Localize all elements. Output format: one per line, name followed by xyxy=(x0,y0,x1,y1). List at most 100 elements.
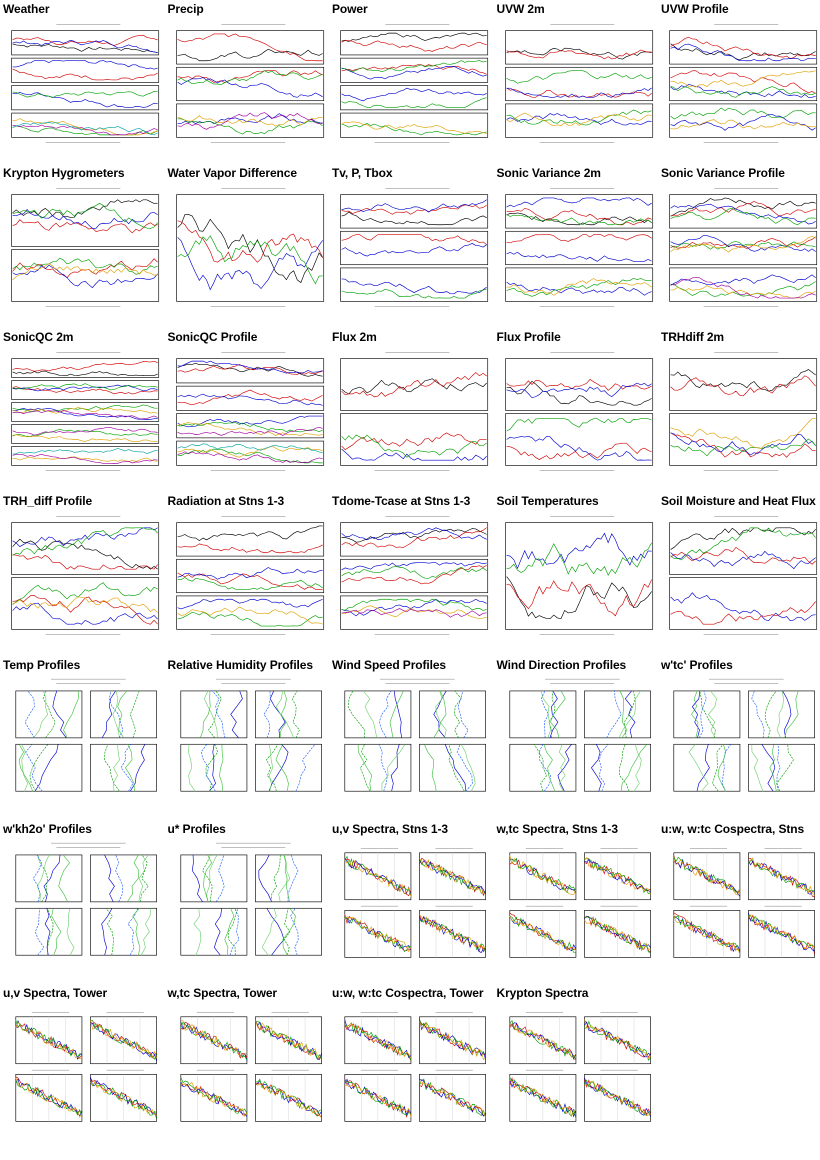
plot-link-24[interactable]: Wind Direction Profiles xyxy=(496,658,657,808)
plot-thumbnail-image[interactable] xyxy=(496,20,657,148)
plot-link-16[interactable]: TRH_diff Profile xyxy=(3,494,163,644)
plot-thumbnail-image[interactable] xyxy=(3,184,163,312)
plot-link-1[interactable]: Weather xyxy=(3,2,163,152)
plot-link-21[interactable]: Temp Profiles xyxy=(3,658,163,808)
plot-title: Flux 2m xyxy=(332,330,377,344)
plot-thumbnail-image[interactable] xyxy=(167,840,328,968)
plot-title: Relative Humidity Profiles xyxy=(167,658,314,672)
plot-title: w,tc Spectra, Tower xyxy=(167,986,278,1000)
plot-title: u,v Spectra, Stns 1-3 xyxy=(332,822,448,836)
plot-thumbnail-image[interactable] xyxy=(3,840,163,968)
plot-thumbnail-image[interactable] xyxy=(332,184,492,312)
plot-title: SonicQC Profile xyxy=(167,330,258,344)
plot-title: Weather xyxy=(3,2,50,16)
plot-link-27[interactable]: u* Profiles xyxy=(167,822,328,972)
plot-link-33[interactable]: u:w, w:tc Cospectra, Tower xyxy=(332,986,492,1136)
plot-thumbnail-image[interactable] xyxy=(332,1004,492,1132)
plot-title: Flux Profile xyxy=(496,330,561,344)
plot-link-25[interactable]: w'tc' Profiles xyxy=(661,658,820,808)
plot-thumbnail-image[interactable] xyxy=(167,512,328,640)
plot-title: u:w, w:tc Cospectra, Stns xyxy=(661,822,805,836)
plot-link-4[interactable]: UVW 2m xyxy=(496,2,657,152)
plot-thumbnail-image[interactable] xyxy=(3,20,163,148)
plot-title: Tv, P, Tbox xyxy=(332,166,393,180)
plot-title: w'kh2o' Profiles xyxy=(3,822,92,836)
plot-link-3[interactable]: Power xyxy=(332,2,492,152)
plot-thumbnail-image[interactable] xyxy=(661,840,820,968)
plot-link-14[interactable]: Flux Profile xyxy=(496,330,657,480)
plot-thumbnail-image[interactable] xyxy=(496,184,657,312)
plot-link-7[interactable]: Water Vapor Difference xyxy=(167,166,328,316)
plot-link-6[interactable]: Krypton Hygrometers xyxy=(3,166,163,316)
plot-link-19[interactable]: Soil Temperatures xyxy=(496,494,657,644)
plot-title: Power xyxy=(332,2,368,16)
plot-thumbnail-image[interactable] xyxy=(332,840,492,968)
plot-title: Wind Speed Profiles xyxy=(332,658,447,672)
plot-title: Water Vapor Difference xyxy=(167,166,298,180)
plot-link-2[interactable]: Precip xyxy=(167,2,328,152)
plot-thumbnail-image[interactable] xyxy=(496,1004,657,1132)
plot-thumbnail-image[interactable] xyxy=(661,512,820,640)
plot-thumbnail-image[interactable] xyxy=(332,676,492,804)
plot-link-10[interactable]: Sonic Variance Profile xyxy=(661,166,820,316)
plot-thumbnail-image[interactable] xyxy=(332,512,492,640)
plot-thumbnail-image[interactable] xyxy=(167,676,328,804)
plot-link-31[interactable]: u,v Spectra, Tower xyxy=(3,986,163,1136)
plot-thumbnail-image[interactable] xyxy=(3,1004,163,1132)
plot-thumbnail-image[interactable] xyxy=(167,184,328,312)
plot-title: TRH_diff Profile xyxy=(3,494,93,508)
plot-link-26[interactable]: w'kh2o' Profiles xyxy=(3,822,163,972)
plot-link-17[interactable]: Radiation at Stns 1-3 xyxy=(167,494,328,644)
plot-title: Sonic Variance 2m xyxy=(496,166,601,180)
plot-thumbnail-image[interactable] xyxy=(332,348,492,476)
plot-thumbnail-image[interactable] xyxy=(3,676,163,804)
plot-title: Soil Moisture and Heat Flux xyxy=(661,494,816,508)
plot-link-23[interactable]: Wind Speed Profiles xyxy=(332,658,492,808)
plot-link-11[interactable]: SonicQC 2m xyxy=(3,330,163,480)
plot-link-15[interactable]: TRHdiff 2m xyxy=(661,330,820,480)
plot-link-30[interactable]: u:w, w:tc Cospectra, Stns xyxy=(661,822,820,972)
plot-title: Krypton Spectra xyxy=(496,986,589,1000)
plot-thumbnail-image[interactable] xyxy=(661,676,820,804)
plot-link-13[interactable]: Flux 2m xyxy=(332,330,492,480)
plot-title: TRHdiff 2m xyxy=(661,330,724,344)
plot-title: u,v Spectra, Tower xyxy=(3,986,108,1000)
plot-thumbnail-image[interactable] xyxy=(167,20,328,148)
plot-thumbnail-image[interactable] xyxy=(496,840,657,968)
plot-link-18[interactable]: Tdome-Tcase at Stns 1-3 xyxy=(332,494,492,644)
plot-link-5[interactable]: UVW Profile xyxy=(661,2,820,152)
plot-thumbnail-image[interactable] xyxy=(496,676,657,804)
plot-link-22[interactable]: Relative Humidity Profiles xyxy=(167,658,328,808)
plot-thumbnail-image[interactable] xyxy=(3,348,163,476)
plot-title: Soil Temperatures xyxy=(496,494,599,508)
plot-thumbnail-image[interactable] xyxy=(3,512,163,640)
plot-thumbnail-image[interactable] xyxy=(661,348,820,476)
plot-link-9[interactable]: Sonic Variance 2m xyxy=(496,166,657,316)
plot-link-28[interactable]: u,v Spectra, Stns 1-3 xyxy=(332,822,492,972)
plot-title: UVW Profile xyxy=(661,2,729,16)
plot-thumbnail-image[interactable] xyxy=(496,512,657,640)
plot-link-32[interactable]: w,tc Spectra, Tower xyxy=(167,986,328,1136)
plot-thumbnail-image[interactable] xyxy=(167,348,328,476)
plot-title: w,tc Spectra, Stns 1-3 xyxy=(496,822,619,836)
plot-title: Krypton Hygrometers xyxy=(3,166,125,180)
plot-title: u* Profiles xyxy=(167,822,226,836)
plot-thumbnail-image[interactable] xyxy=(496,348,657,476)
plot-title: Temp Profiles xyxy=(3,658,81,672)
plot-link-20[interactable]: Soil Moisture and Heat Flux xyxy=(661,494,820,644)
plot-title: Tdome-Tcase at Stns 1-3 xyxy=(332,494,471,508)
plot-thumbnail-image[interactable] xyxy=(167,1004,328,1132)
plot-title: UVW 2m xyxy=(496,2,545,16)
plot-link-34[interactable]: Krypton Spectra xyxy=(496,986,657,1136)
plot-link-29[interactable]: w,tc Spectra, Stns 1-3 xyxy=(496,822,657,972)
plot-title: Radiation at Stns 1-3 xyxy=(167,494,285,508)
plot-title: Sonic Variance Profile xyxy=(661,166,785,180)
plot-link-12[interactable]: SonicQC Profile xyxy=(167,330,328,480)
plot-title: Wind Direction Profiles xyxy=(496,658,627,672)
plot-link-8[interactable]: Tv, P, Tbox xyxy=(332,166,492,316)
plot-title: u:w, w:tc Cospectra, Tower xyxy=(332,986,484,1000)
plot-title: SonicQC 2m xyxy=(3,330,74,344)
plot-thumbnail-image[interactable] xyxy=(661,184,820,312)
plot-thumbnail-image[interactable] xyxy=(332,20,492,148)
plot-thumbnail-image[interactable] xyxy=(661,20,820,148)
